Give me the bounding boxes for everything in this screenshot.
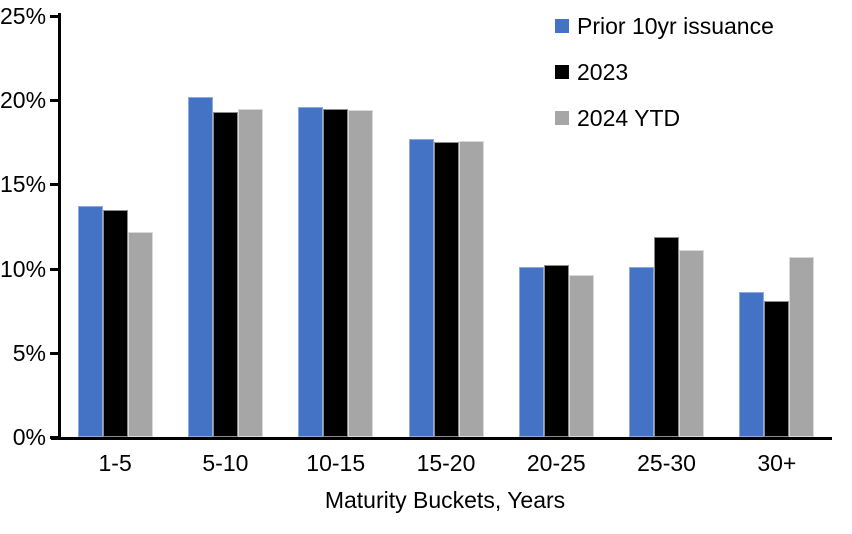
bar-2023-10-15 [323, 108, 349, 437]
bar-2024-ytd-25-30 [679, 250, 705, 437]
y-axis-tick-label: 5% [12, 339, 46, 366]
legend-swatch-icon [555, 65, 569, 79]
bar-2024-ytd-30- [789, 256, 815, 437]
y-axis-tick-label: 10% [0, 255, 47, 282]
legend: Prior 10yr issuance 2023 2024 YTD [555, 12, 774, 150]
legend-label: 2024 YTD [577, 105, 681, 131]
y-axis-tick-label: 15% [0, 171, 47, 198]
x-axis-category-label: 15-20 [416, 450, 476, 476]
y-axis-tick-label: 25% [0, 3, 47, 29]
bar-2023-25-30 [654, 236, 680, 437]
y-axis-tick [50, 267, 59, 271]
bar-2023-30- [764, 300, 790, 437]
bar-prior-10yr-issuance-30- [739, 292, 765, 437]
x-axis-category-label: 30+ [757, 450, 797, 476]
bar-2023-5-10 [212, 111, 238, 437]
bar-2023-20-25 [543, 265, 569, 437]
x-axis-category-label: 25-30 [637, 450, 696, 476]
bar-2023-15-20 [433, 142, 459, 437]
legend-swatch-icon [555, 111, 569, 125]
bar-prior-10yr-issuance-1-5 [77, 206, 103, 437]
x-axis-category-label: 1-5 [98, 450, 132, 476]
y-axis-tick [50, 351, 59, 355]
y-axis-tick [50, 436, 59, 439]
bar-prior-10yr-issuance-25-30 [629, 266, 655, 437]
bar-2023-1-5 [102, 209, 128, 437]
x-axis-line [51, 437, 832, 440]
y-axis-tick [50, 99, 59, 103]
y-axis-tick-label: 0% [12, 424, 46, 450]
x-axis-title: Maturity Buckets, Years [324, 487, 566, 513]
bar-prior-10yr-issuance-15-20 [408, 138, 434, 437]
bar-prior-10yr-issuance-20-25 [518, 266, 544, 437]
x-axis-category-label: 5-10 [202, 450, 249, 476]
x-axis-category-label: 10-15 [306, 450, 366, 476]
y-axis-tick [50, 183, 59, 187]
legend-item: 2023 [555, 58, 774, 86]
x-axis-category-label: 20-25 [526, 450, 586, 476]
bar-2024-ytd-15-20 [458, 140, 484, 437]
bar-2024-ytd-1-5 [127, 231, 153, 437]
bar-2024-ytd-5-10 [237, 108, 263, 437]
bar-2024-ytd-20-25 [568, 275, 594, 437]
y-axis-line [58, 13, 61, 440]
legend-label: 2023 [577, 59, 629, 85]
bar-prior-10yr-issuance-5-10 [187, 96, 213, 437]
y-axis-tick [50, 15, 59, 18]
bar-2024-ytd-10-15 [348, 110, 374, 437]
legend-item: Prior 10yr issuance [555, 12, 774, 40]
legend-label: Prior 10yr issuance [577, 13, 774, 39]
legend-item: 2024 YTD [555, 104, 774, 132]
bar-prior-10yr-issuance-10-15 [298, 106, 324, 437]
y-axis-tick-label: 20% [0, 87, 47, 114]
legend-swatch-icon [555, 19, 569, 33]
